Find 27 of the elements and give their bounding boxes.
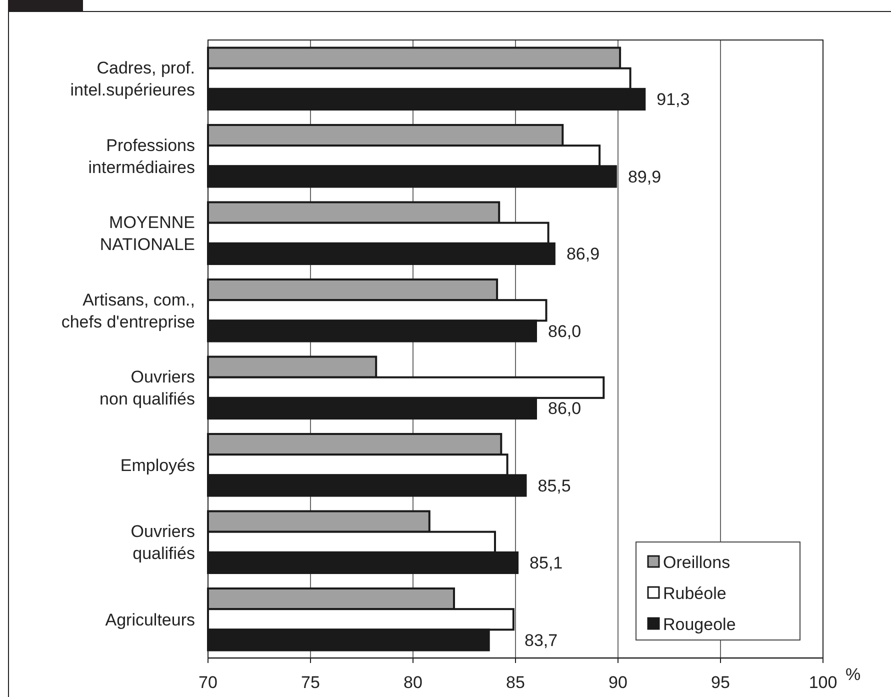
data-label: 86,0 [548,322,582,341]
y-tick-label: Ouvriers qualifiés [130,522,195,564]
data-label: 83,7 [524,630,558,650]
data-label: 86,0 [548,399,582,418]
data-label: 85,5 [538,476,571,496]
legend-label: Oreillons [663,552,730,572]
x-tick-label: 80 [404,673,422,692]
y-tick-label: Employés [120,456,195,475]
x-tick-label: 90 [608,673,628,692]
data-label: 91,3 [656,90,690,110]
legend-label: Rougeole [663,614,736,634]
data-label: 85,1 [530,554,563,573]
y-tick-label: MOYENNE NATIONALE [100,213,195,254]
x-tick-label: 100 [808,673,838,692]
x-axis-title: % [845,665,861,684]
y-tick-label: Professions intermédiaires [88,136,195,177]
y-tick-label: Agriculteurs [105,610,195,630]
data-label: 86,9 [566,244,600,264]
legend-label: Rubéole [663,584,726,603]
x-tick-label: 70 [198,673,218,692]
x-tick-label: 95 [711,673,730,692]
x-tick-label: 85 [506,673,525,692]
y-tick-label: Cadres, prof. intel.supérieures [70,58,195,100]
y-tick-label: Artisans, com., chefs d'entreprise [61,290,195,332]
x-tick-label: 75 [301,673,320,692]
y-tick-label: Ouvriers non qualifiés [100,368,195,409]
data-label: 89,9 [628,167,662,186]
